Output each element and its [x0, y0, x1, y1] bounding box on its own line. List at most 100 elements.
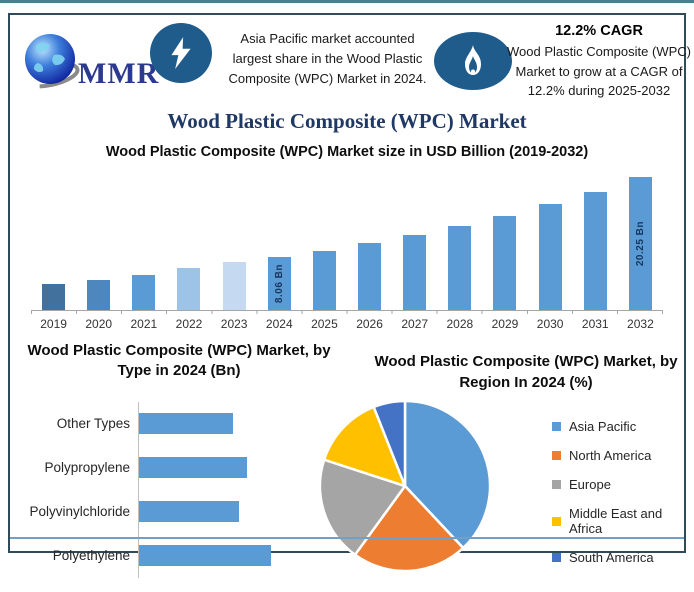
- x-axis-label-2026: 2026: [356, 317, 383, 331]
- type-bar-track: [138, 533, 340, 578]
- legend-item-north-america: North America: [552, 448, 684, 463]
- bar-group-2031: [573, 170, 618, 310]
- legend-label: Asia Pacific: [569, 419, 637, 434]
- infographic-frame: MMR Asia Pacific market accounted larges…: [8, 13, 691, 578]
- bar-2021: [132, 274, 156, 310]
- x-axis-label-2019: 2019: [40, 317, 67, 331]
- type-category-label: Polypropylene: [44, 460, 130, 475]
- x-axis-label-2020: 2020: [85, 317, 113, 331]
- cagr-block: 12.2% CAGR Wood Plastic Composite (WPC) …: [504, 23, 694, 101]
- legend-marker-icon: [552, 480, 561, 489]
- bar-2020: [87, 279, 111, 310]
- bar-group-2022: [166, 170, 211, 310]
- cagr-description: Wood Plastic Composite (WPC) Market to g…: [507, 44, 691, 98]
- pie-chart: [316, 397, 494, 580]
- region-chart: Wood Plastic Composite (WPC) Market, by …: [318, 337, 684, 592]
- pie-slice-middle-east-and-africa: [322, 405, 407, 488]
- lightning-bolt-glyph: [171, 37, 191, 69]
- market-size-chart: Wood Plastic Composite (WPC) Market size…: [10, 144, 684, 331]
- type-row-other-types: Other Types: [28, 401, 340, 446]
- type-bar-other-types: [139, 413, 234, 434]
- legend-marker-icon: [552, 422, 561, 431]
- pie-slice-europe: [318, 458, 407, 557]
- type-chart-title: Wood Plastic Composite (WPC) Market, by …: [27, 342, 331, 380]
- bar-2025: [312, 250, 336, 310]
- x-axis-label-2028: 2028: [446, 317, 474, 331]
- bar-2023: [222, 262, 246, 310]
- market-size-chart-title: Wood Plastic Composite (WPC) Market size…: [105, 144, 589, 160]
- type-bar-track: [138, 489, 340, 534]
- globe-icon: [20, 34, 80, 89]
- flame-glyph: [465, 45, 481, 75]
- bar-data-label-2032: 20.25 Bn: [634, 220, 646, 267]
- bar-group-2026: [347, 170, 392, 310]
- legend-marker-icon: [552, 516, 561, 526]
- bar-group-2021: [121, 170, 166, 310]
- type-chart-rows: Other Types Polypropylene Polyvinylchlorid…: [28, 390, 340, 592]
- bar-2032: 20.25 Bn: [628, 177, 652, 310]
- type-row-polyethylene: Polyethylene: [28, 533, 340, 578]
- bar-group-2025: [302, 170, 347, 310]
- bar-group-2028: [437, 170, 482, 310]
- bar-2019: [42, 283, 66, 310]
- x-axis-label-2025: 2025: [311, 317, 338, 331]
- legend-marker-icon: [552, 553, 561, 562]
- region-chart-title: Wood Plastic Composite (WPC) Market, by …: [374, 353, 678, 391]
- top-accent-strip: [0, 0, 694, 3]
- type-category-label: Polyethylene: [52, 548, 130, 563]
- x-axis-label-2023: 2023: [220, 317, 248, 331]
- pie-legend: Asia Pacific North America Europe Middle Ea…: [552, 397, 684, 579]
- x-axis-label-2021: 2021: [130, 317, 158, 331]
- x-axis-label-2032: 2032: [627, 317, 654, 331]
- legend-label: Europe: [569, 477, 611, 492]
- x-axis-label-2027: 2027: [401, 317, 429, 331]
- pie-slice-south-america: [372, 399, 407, 488]
- pie-chart-svg: [318, 399, 492, 573]
- type-bar-track: [138, 445, 340, 490]
- header: MMR Asia Pacific market accounted larges…: [10, 15, 691, 107]
- type-bar-polypropylene: [139, 457, 247, 478]
- type-category-label: Polyvinylchloride: [29, 504, 130, 519]
- bottom-divider: [10, 537, 684, 539]
- x-axis-label-2022: 2022: [175, 317, 203, 331]
- flame-icon: [434, 32, 512, 90]
- x-axis-label-2029: 2029: [491, 317, 519, 331]
- bar-2024: 8.06 Bn: [267, 257, 291, 310]
- type-bar-polyvinylchloride: [139, 501, 239, 522]
- x-axis-label-2024: 2024: [265, 317, 293, 331]
- bar-group-2029: [482, 170, 527, 310]
- page-title: Wood Plastic Composite (WPC) Market: [167, 109, 527, 133]
- bar-2031: [583, 191, 607, 310]
- bar-group-2024: 8.06 Bn: [257, 170, 302, 310]
- type-bar-polyethylene: [139, 545, 271, 566]
- pie-row: Asia Pacific North America Europe Middle Ea…: [318, 397, 684, 580]
- bar-2022: [177, 268, 201, 310]
- cagr-heading: 12.2% CAGR: [555, 23, 643, 39]
- legend-item-europe: Europe: [552, 477, 684, 492]
- bar-2028: [448, 226, 472, 310]
- type-row-polyvinylchloride: Polyvinylchloride: [28, 489, 340, 534]
- bar-group-2027: [392, 170, 437, 310]
- logo-text: MMR: [78, 57, 160, 90]
- legend-label: North America: [569, 448, 652, 463]
- legend-label: Middle East and Africa: [569, 506, 663, 536]
- bottom-charts-row: Wood Plastic Composite (WPC) Market, by …: [10, 337, 684, 592]
- bar-2030: [538, 204, 562, 310]
- legend-marker-icon: [552, 451, 561, 460]
- type-bar-track: [138, 401, 340, 446]
- x-axis-label-2031: 2031: [581, 317, 609, 331]
- column-bars: 8.06 Bn 20.25 Bn: [31, 170, 663, 310]
- legend-label: South America: [569, 550, 654, 565]
- lightning-icon: [150, 23, 212, 83]
- bar-2029: [493, 215, 517, 310]
- type-category-label: Other Types: [56, 416, 130, 431]
- legend-item-asia-pacific: Asia Pacific: [552, 419, 684, 434]
- bar-group-2030: [528, 170, 573, 310]
- x-axis-labels: 2019 2020 2021 2022 2023 2024 2025 2026 2027 2028…: [31, 317, 663, 331]
- legend-item-middle-east-and-africa: Middle East and Africa: [552, 506, 684, 536]
- bar-2027: [403, 235, 427, 310]
- asia-pacific-highlight: Asia Pacific market accounted largest sh…: [228, 31, 427, 87]
- type-chart: Wood Plastic Composite (WPC) Market, by …: [10, 337, 340, 592]
- x-axis: [31, 310, 663, 314]
- bar-group-2019: [31, 170, 76, 310]
